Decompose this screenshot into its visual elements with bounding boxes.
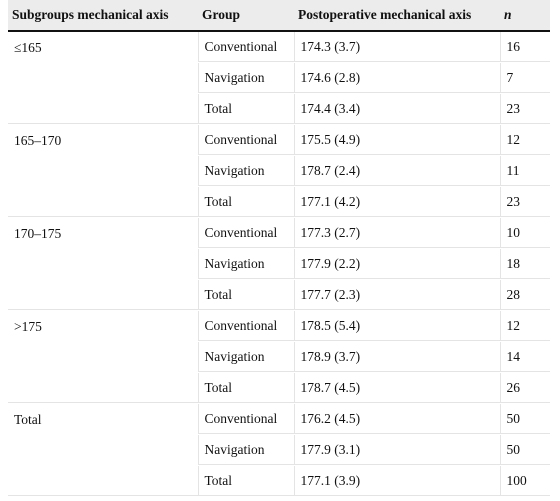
table-row: Navigation 177.9 (2.2) 18	[8, 248, 550, 280]
postoperative-cell: 178.7 (2.4)	[293, 155, 500, 187]
postoperative-cell: 177.9 (3.1)	[293, 434, 500, 466]
postoperative-cell: 177.1 (4.2)	[293, 186, 500, 218]
n-cell: 50	[499, 434, 550, 466]
group-cell: Total	[197, 93, 294, 125]
n-cell: 23	[499, 186, 550, 218]
group-cell: Conventional	[197, 124, 294, 156]
table-row: Total 177.7 (2.3) 28	[8, 279, 550, 311]
header-group: Group	[198, 0, 294, 32]
table-row: Total 178.7 (4.5) 26	[8, 372, 550, 404]
table-row: Navigation 174.6 (2.8) 7	[8, 62, 550, 94]
table-row: Navigation 177.9 (3.1) 50	[8, 434, 550, 466]
group-cell: Conventional	[197, 31, 294, 63]
postoperative-cell: 177.7 (2.3)	[293, 279, 500, 311]
postoperative-cell: 177.3 (2.7)	[293, 217, 500, 249]
subgroup-cell: 170–175	[8, 217, 198, 311]
postoperative-cell: 174.3 (3.7)	[293, 31, 500, 63]
n-cell: 28	[499, 279, 550, 311]
header-subgroup: Subgroups mechanical axis	[8, 0, 198, 32]
table-body: ≤165 Conventional 174.3 (3.7) 16 Navigation 1…	[8, 31, 550, 497]
group-cell: Conventional	[197, 310, 294, 342]
group-cell: Total	[197, 279, 294, 311]
subgroup-cell: Total	[8, 403, 198, 497]
n-cell: 10	[499, 217, 550, 249]
table-row: 165–170 Conventional 175.5 (4.9) 12	[8, 124, 550, 218]
subgroup-cell: >175	[8, 310, 198, 404]
group-cell: Conventional	[197, 217, 294, 249]
n-cell: 26	[499, 372, 550, 404]
n-cell: 23	[499, 93, 550, 125]
group-cell: Total	[197, 372, 294, 404]
subgroup-cell: 165–170	[8, 124, 198, 218]
header-postoperative: Postoperative mechanical axis	[294, 0, 500, 32]
table-row: Navigation 178.9 (3.7) 14	[8, 341, 550, 373]
n-cell: 12	[499, 310, 550, 342]
n-cell: 11	[499, 155, 550, 187]
table-row: Total 174.4 (3.4) 23	[8, 93, 550, 125]
group-cell: Navigation	[197, 62, 294, 94]
header-row: Subgroups mechanical axis Group Postoper…	[8, 0, 550, 32]
table-row: Total Conventional 176.2 (4.5) 50	[8, 403, 550, 497]
postoperative-cell: 177.9 (2.2)	[293, 248, 500, 280]
n-cell: 14	[499, 341, 550, 373]
n-cell: 7	[499, 62, 550, 94]
postoperative-cell: 178.9 (3.7)	[293, 341, 500, 373]
table-row: ≤165 Conventional 174.3 (3.7) 16	[8, 31, 550, 125]
table-row: Navigation 178.7 (2.4) 11	[8, 155, 550, 187]
postoperative-cell: 178.7 (4.5)	[293, 372, 500, 404]
n-cell: 16	[499, 31, 550, 63]
subgroup-cell: ≤165	[8, 31, 198, 125]
group-cell: Total	[197, 186, 294, 218]
header-n: n	[500, 0, 550, 32]
postoperative-cell: 177.1 (3.9)	[293, 465, 500, 497]
n-cell: 18	[499, 248, 550, 280]
group-cell: Navigation	[197, 341, 294, 373]
table-row: Total 177.1 (4.2) 23	[8, 186, 550, 218]
data-table: Subgroups mechanical axis Group Postoper…	[8, 0, 550, 497]
n-cell: 50	[499, 403, 550, 435]
table-row: >175 Conventional 178.5 (5.4) 12	[8, 310, 550, 404]
n-cell: 12	[499, 124, 550, 156]
group-cell: Navigation	[197, 248, 294, 280]
postoperative-cell: 175.5 (4.9)	[293, 124, 500, 156]
postoperative-cell: 176.2 (4.5)	[293, 403, 500, 435]
postoperative-cell: 174.4 (3.4)	[293, 93, 500, 125]
group-cell: Conventional	[197, 403, 294, 435]
group-cell: Navigation	[197, 434, 294, 466]
table-row: Total 177.1 (3.9) 100	[8, 465, 550, 497]
postoperative-cell: 178.5 (5.4)	[293, 310, 500, 342]
postoperative-cell: 174.6 (2.8)	[293, 62, 500, 94]
table-header: Subgroups mechanical axis Group Postoper…	[8, 0, 550, 32]
group-cell: Total	[197, 465, 294, 497]
n-cell: 100	[499, 465, 550, 497]
table-row: 170–175 Conventional 177.3 (2.7) 10	[8, 217, 550, 311]
group-cell: Navigation	[197, 155, 294, 187]
